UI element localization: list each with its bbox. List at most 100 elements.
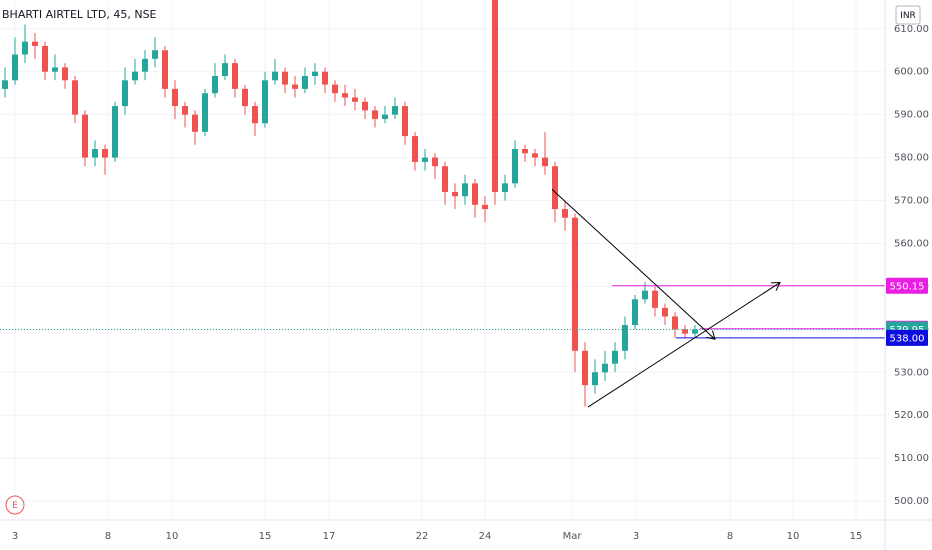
x-tick-label: 15 bbox=[850, 531, 863, 542]
y-tick-label: 580.00 bbox=[894, 153, 929, 164]
price-tag bbox=[886, 277, 928, 294]
candle-body bbox=[182, 106, 188, 115]
currency-box[interactable] bbox=[895, 5, 921, 25]
x-tick-label: 3 bbox=[633, 531, 639, 542]
y-tick-label: 510.00 bbox=[894, 453, 929, 464]
candle-body bbox=[402, 106, 408, 137]
candle-body bbox=[22, 41, 28, 55]
candle-body bbox=[522, 149, 528, 154]
candle-body bbox=[452, 191, 458, 197]
candle-body bbox=[332, 84, 338, 94]
x-tick-label: 10 bbox=[787, 531, 800, 542]
event-label[interactable]: E bbox=[12, 501, 18, 511]
x-tick-label: 10 bbox=[166, 531, 179, 542]
x-tick-label: 24 bbox=[479, 531, 492, 542]
candle-body bbox=[12, 54, 18, 81]
candle-body bbox=[622, 325, 628, 351]
candle-body bbox=[682, 329, 688, 334]
candle-body bbox=[642, 290, 648, 300]
candle-body bbox=[592, 372, 598, 386]
candle-body bbox=[42, 45, 48, 72]
candle-body bbox=[352, 97, 358, 102]
candle-body bbox=[282, 71, 288, 85]
candle-body bbox=[372, 110, 378, 119]
y-tick-label: 560.00 bbox=[894, 238, 929, 249]
candle-body bbox=[152, 50, 158, 59]
candle-body bbox=[362, 101, 368, 111]
candle-body bbox=[82, 114, 88, 158]
chart-title: BHARTI AIRTEL LTD, 45, NSE bbox=[2, 8, 157, 21]
candle-body bbox=[432, 157, 438, 167]
candle-body bbox=[662, 307, 668, 317]
x-tick-label: 8 bbox=[727, 531, 733, 542]
price-tag bbox=[886, 329, 928, 346]
candle-body bbox=[252, 106, 258, 124]
axes: 500.00510.00520.00530.00540.00550.00560.… bbox=[12, 24, 929, 542]
candle-body bbox=[192, 114, 198, 132]
candle-body bbox=[562, 209, 568, 218]
x-tick-label: 3 bbox=[12, 531, 18, 542]
event-marker[interactable] bbox=[5, 495, 25, 515]
candle-body bbox=[342, 93, 348, 98]
candle-body bbox=[502, 183, 508, 192]
candle-body bbox=[572, 217, 578, 351]
arrow-head bbox=[770, 282, 781, 291]
y-tick-label: 500.00 bbox=[894, 496, 929, 507]
y-tick-label: 610.00 bbox=[894, 24, 929, 35]
arrow-head bbox=[706, 330, 716, 340]
candle-body bbox=[612, 350, 618, 364]
candle-body bbox=[222, 63, 228, 77]
candle-body bbox=[542, 157, 548, 167]
candle-body bbox=[422, 157, 428, 162]
candle-body bbox=[212, 76, 218, 94]
candle-body bbox=[122, 80, 128, 107]
candle-body bbox=[602, 363, 608, 373]
candle-body bbox=[232, 63, 238, 89]
candle-body bbox=[312, 71, 318, 77]
candle-body bbox=[92, 149, 98, 158]
candle-body bbox=[442, 166, 448, 192]
x-tick-label: 17 bbox=[323, 531, 336, 542]
candle-body bbox=[172, 88, 178, 107]
price-tag-label: 550.15 bbox=[890, 281, 925, 292]
candle-body bbox=[652, 290, 658, 308]
candle-body bbox=[72, 80, 78, 115]
price-tag-label: 538.00 bbox=[890, 333, 925, 344]
candle-body bbox=[132, 71, 138, 81]
x-tick-label: 22 bbox=[416, 531, 429, 542]
y-tick-label: 520.00 bbox=[894, 410, 929, 421]
candle-body bbox=[162, 50, 168, 89]
candle-body bbox=[692, 329, 698, 334]
candle-body bbox=[202, 93, 208, 132]
y-tick-label: 530.00 bbox=[894, 367, 929, 378]
candle-body bbox=[2, 80, 8, 89]
candle-body bbox=[62, 67, 68, 81]
y-tick-label: 600.00 bbox=[894, 67, 929, 78]
currency[interactable]: INR bbox=[900, 11, 916, 21]
candle-body bbox=[582, 350, 588, 386]
x-tick-label: 15 bbox=[259, 531, 272, 542]
candle-body bbox=[262, 80, 268, 124]
x-tick-label: Mar bbox=[563, 531, 583, 542]
candle-body bbox=[142, 58, 148, 72]
candle-body bbox=[52, 67, 58, 72]
candle-body bbox=[552, 166, 558, 210]
candle-body bbox=[292, 84, 298, 89]
candle-body bbox=[272, 71, 278, 81]
candle-body bbox=[32, 41, 38, 46]
candle-body bbox=[242, 88, 248, 107]
candle-body bbox=[392, 106, 398, 115]
candle-body bbox=[382, 114, 388, 119]
candle-body bbox=[112, 106, 118, 158]
candle-body bbox=[492, 0, 498, 192]
candle-body bbox=[512, 149, 518, 184]
plot-area bbox=[0, 0, 885, 408]
trend-line bbox=[551, 188, 716, 340]
x-tick-label: 8 bbox=[105, 531, 111, 542]
candle-body bbox=[472, 183, 478, 205]
candle-body bbox=[532, 153, 538, 158]
candle-body bbox=[482, 204, 488, 210]
candle-body bbox=[322, 71, 328, 85]
candle-body bbox=[672, 316, 678, 330]
